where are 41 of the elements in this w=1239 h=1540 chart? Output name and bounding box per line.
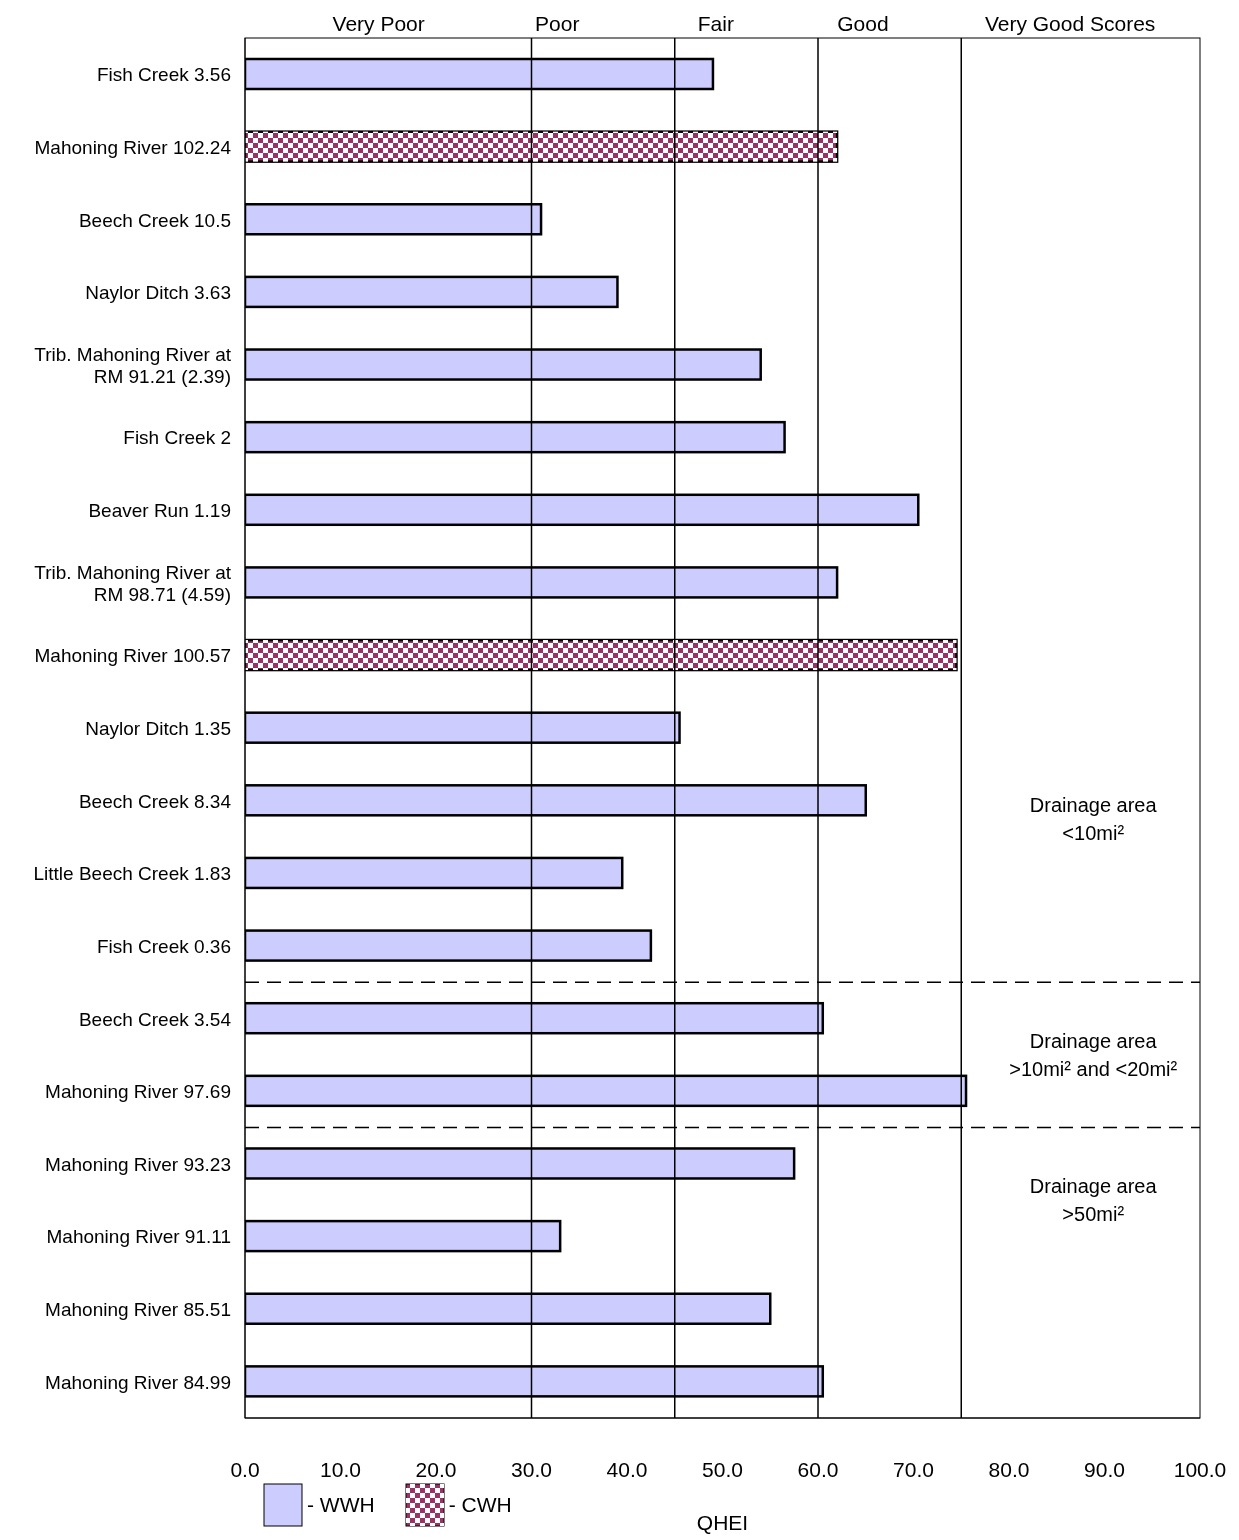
y-tick-label: Trib. Mahoning River at RM 98.71 (4.59) [34,561,232,605]
text: Poor [534,12,581,36]
x-axis-title: QHEI [695,1511,750,1535]
y-tick-label: Fish Creek 2 [123,426,231,448]
y-tick-label: Little Beech Creek 1.83 [33,862,231,884]
y-tick-label: Beech Creek 3.54 [78,1008,232,1030]
legend-label: - CWH [448,1493,512,1517]
y-tick-label: Mahoning River 100.57 [34,644,231,666]
legend-label: - WWH [307,1493,375,1517]
annotation: Drainage area <10mi² [1028,792,1158,846]
y-tick-label: Beech Creek 10.5 [78,209,231,231]
y-tick-label: Beaver Run 1.19 [88,499,231,521]
y-tick-label: Fish Creek 3.56 [96,63,231,85]
x-tick-label: 50.0 [702,1457,743,1481]
y-tick-label: Mahoning River 84.99 [45,1371,231,1393]
y-tick-label: Beech Creek 8.34 [78,790,232,812]
y-tick-label: Fish Creek 0.36 [96,935,231,957]
annotation: Drainage area >10mi² and <20mi² [1008,1028,1179,1082]
x-tick-label: 70.0 [893,1457,934,1481]
annotation: Drainage area >50mi² [1028,1174,1158,1228]
text: Very Good Scores [983,12,1157,36]
text: Fair [696,12,735,36]
y-tick-label: Mahoning River 91.11 [46,1225,231,1247]
y-tick-label: Naylor Ditch 1.35 [85,717,231,739]
y-tick-label: Naylor Ditch 3.63 [85,281,231,303]
x-tick-label: 90.0 [1084,1457,1125,1481]
x-tick-label: 20.0 [415,1457,457,1481]
x-tick-label: 100.0 [1173,1457,1227,1481]
text: Good [836,12,890,36]
x-tick-label: 30.0 [511,1457,552,1481]
x-tick-label: 60.0 [797,1457,839,1481]
x-tick-label: 80.0 [988,1457,1030,1481]
y-tick-label: Trib. Mahoning River at RM 91.21 (2.39) [34,343,232,387]
x-tick-label: 40.0 [606,1457,648,1481]
x-tick-label: 0.0 [230,1457,260,1481]
text: Very Poor [331,12,426,36]
y-tick-label: Mahoning River 93.23 [45,1153,231,1175]
y-tick-label: Mahoning River 85.51 [45,1298,231,1320]
y-tick-label: Mahoning River 97.69 [45,1080,231,1102]
x-tick-label: 10.0 [320,1457,361,1481]
y-tick-label: Mahoning River 102.24 [34,136,232,158]
